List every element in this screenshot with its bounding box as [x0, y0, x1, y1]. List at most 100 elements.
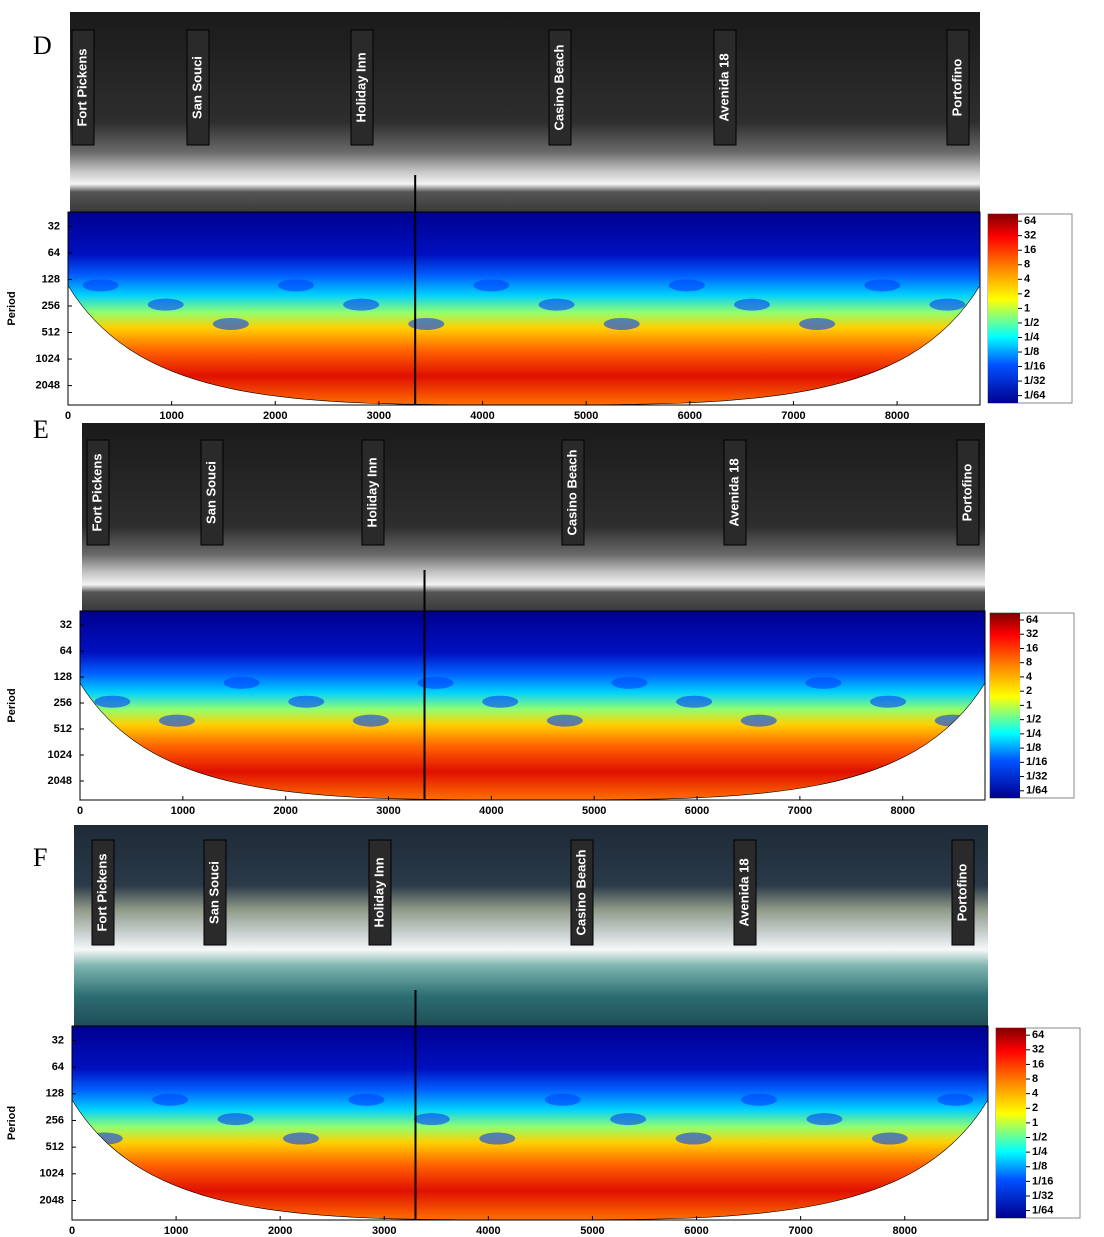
texture [806, 1113, 843, 1126]
y-axis-label: Period [6, 1106, 18, 1140]
place-label-box [570, 839, 594, 946]
texture [94, 695, 131, 708]
colorbar-tick-label: 4 [1024, 273, 1031, 285]
place-label: San Souci [203, 461, 218, 524]
texture [288, 695, 325, 708]
y-tick-label: 32 [48, 220, 60, 232]
texture [479, 1132, 516, 1145]
texture [668, 279, 705, 292]
x-tick-label: 1000 [159, 410, 183, 422]
place-label: Holiday Inn [353, 52, 368, 122]
place-label-box [86, 439, 110, 546]
x-tick-label: 8000 [890, 805, 914, 817]
colorbar-tick-label: 2 [1024, 288, 1030, 300]
colorbar-tick-label: 1/16 [1032, 1175, 1053, 1187]
place-label: Avenida 18 [736, 858, 751, 926]
texture [417, 676, 454, 689]
texture [799, 317, 836, 330]
colorbar-tick-label: 32 [1024, 230, 1036, 242]
wavelet-power [80, 611, 985, 800]
place-label: San Souci [206, 861, 221, 924]
colorbar-tick-label: 16 [1026, 642, 1038, 654]
colorbar-tick-label: 4 [1032, 1088, 1039, 1100]
y-tick-label: 64 [52, 1061, 65, 1073]
x-tick-label: 2000 [273, 805, 297, 817]
power-field [68, 212, 980, 405]
x-tick-label: 6000 [678, 410, 702, 422]
texture [734, 298, 770, 311]
colorbar-tick-label: 1/64 [1032, 1205, 1054, 1217]
panel-letter: F [33, 843, 47, 872]
place-label: Portofino [954, 864, 969, 922]
power-field [72, 1026, 988, 1220]
place-label-box [956, 439, 980, 546]
place-label-box [361, 439, 385, 546]
colorbar-tick-label: 8 [1032, 1073, 1038, 1085]
colorbar-tick-label: 1 [1024, 302, 1030, 314]
colorbar [988, 214, 1018, 403]
aerial-photo [70, 12, 980, 212]
texture [152, 1093, 189, 1106]
place-label-box [368, 839, 392, 946]
place-label-box [203, 839, 227, 946]
texture [870, 695, 907, 708]
y-axis-label: Period [6, 291, 18, 325]
place-label: Fort Pickens [74, 48, 89, 126]
aerial-photo [82, 423, 985, 611]
texture [929, 298, 966, 311]
colorbar-tick-label: 64 [1026, 614, 1039, 626]
texture [343, 298, 380, 311]
x-tick-label: 0 [69, 1225, 75, 1237]
colorbar [996, 1028, 1026, 1218]
x-tick-label: 0 [77, 805, 83, 817]
panel-letter: D [33, 31, 52, 60]
colorbar-tick-label: 1/2 [1032, 1131, 1047, 1143]
x-tick-label: 1000 [164, 1225, 188, 1237]
x-tick-label: 0 [65, 410, 71, 422]
place-label-box [91, 839, 115, 946]
texture [348, 1093, 385, 1106]
power-field [80, 611, 985, 800]
texture [473, 279, 510, 292]
colorbar-tick-label: 8 [1024, 259, 1030, 271]
x-tick-label: 6000 [685, 805, 709, 817]
colorbar-tick-label: 1/64 [1026, 785, 1048, 797]
texture [611, 676, 648, 689]
texture [82, 279, 119, 292]
y-tick-label: 256 [54, 697, 72, 709]
x-tick-label: 4000 [476, 1225, 500, 1237]
texture [864, 279, 901, 292]
colorbar-tick-label: 64 [1032, 1029, 1045, 1041]
texture [740, 714, 777, 727]
y-tick-label: 512 [46, 1141, 64, 1153]
y-tick-label: 32 [60, 619, 72, 631]
colorbar-tick-label: 16 [1024, 244, 1036, 256]
texture [871, 1132, 908, 1145]
colorbar-tick-label: 1/32 [1032, 1190, 1053, 1202]
texture [223, 676, 260, 689]
texture [158, 714, 195, 727]
x-tick-label: 3000 [376, 805, 400, 817]
y-tick-label: 1024 [48, 749, 73, 761]
texture [544, 1093, 581, 1106]
x-tick-label: 7000 [781, 410, 805, 422]
texture [413, 1113, 450, 1126]
place-label-box [723, 439, 747, 546]
texture [278, 279, 314, 292]
texture [283, 1132, 319, 1145]
y-tick-label: 128 [54, 671, 72, 683]
colorbar-tick-label: 1/4 [1024, 331, 1040, 343]
x-tick-label: 5000 [574, 410, 598, 422]
wavelet-power [72, 1026, 988, 1220]
texture [676, 695, 713, 708]
texture [805, 676, 842, 689]
colorbar-tick-label: 1/8 [1024, 346, 1039, 358]
texture [482, 695, 519, 708]
colorbar-tick-label: 4 [1026, 671, 1033, 683]
texture [212, 317, 249, 330]
place-label: Fort Pickens [89, 453, 104, 531]
colorbar-tick-label: 16 [1032, 1058, 1044, 1070]
place-label-box [548, 29, 572, 146]
